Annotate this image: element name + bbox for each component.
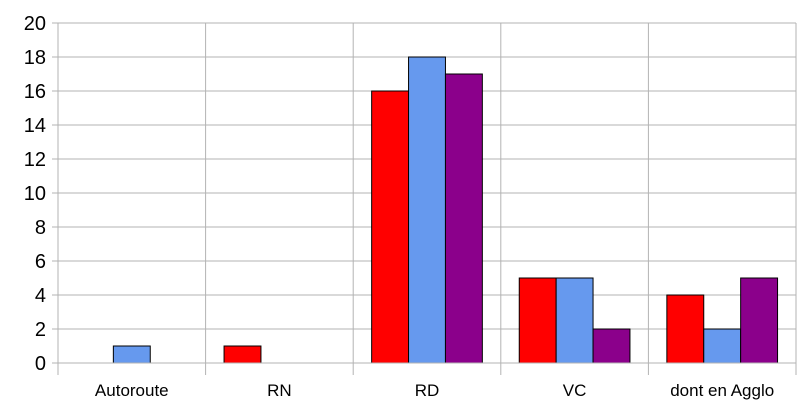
x-tick-label: Autoroute [95, 381, 169, 400]
bar [555, 277, 594, 364]
bar [666, 294, 705, 364]
y-tick-label: 16 [24, 81, 46, 103]
bar [223, 345, 262, 364]
bar [592, 328, 631, 364]
y-tick-label: 6 [35, 251, 46, 273]
bar [371, 90, 410, 364]
x-tick-label: VC [563, 381, 587, 400]
bar [112, 345, 151, 364]
labels: 0 2 4 6 8 10 12 14 16 18 20 Autoroute RN RD VC dont en … [24, 13, 774, 400]
y-tick-label: 10 [24, 183, 46, 205]
bar [408, 56, 446, 364]
x-tick-label: dont en Agglo [670, 381, 774, 400]
y-tick-label: 2 [35, 319, 46, 341]
bars [112, 56, 779, 364]
y-tick-label: 14 [24, 115, 46, 137]
bar [518, 277, 557, 364]
y-tick-label: 12 [24, 149, 46, 171]
y-tick-label: 0 [35, 353, 46, 375]
y-tick-label: 20 [24, 13, 46, 35]
bar [703, 328, 742, 364]
y-tick-label: 4 [35, 285, 46, 307]
x-tick-label: RN [267, 381, 292, 400]
bar [444, 73, 483, 364]
y-tick-label: 18 [24, 47, 46, 69]
x-tick-label: RD [415, 381, 440, 400]
bar [740, 277, 779, 364]
y-tick-label: 8 [35, 217, 46, 239]
axes [52, 22, 796, 375]
